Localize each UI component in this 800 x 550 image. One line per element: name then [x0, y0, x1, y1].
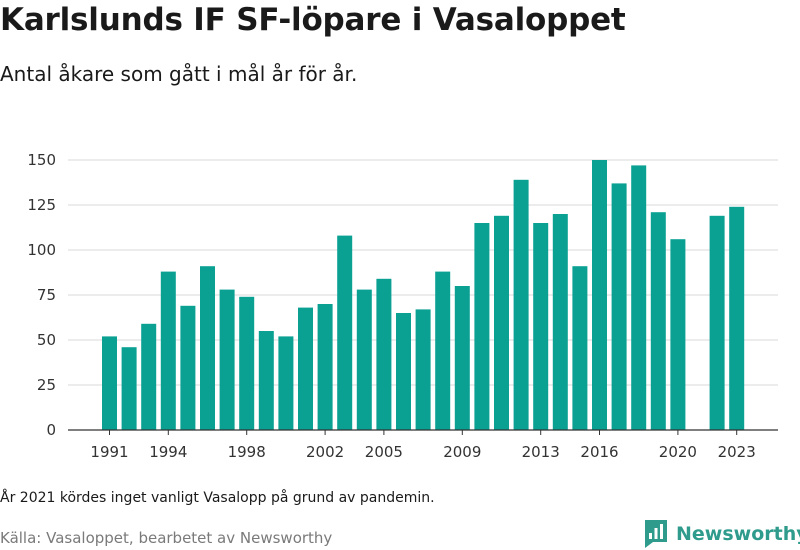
x-tick-label: 2023	[718, 443, 756, 461]
bar-chart: 0 25 50 75 100 125 150 1991 1994 1998 2002 2005 200…	[27, 151, 778, 461]
brand-name: Newsworthy	[676, 523, 800, 545]
bar-2011	[494, 215, 509, 430]
bar-1993	[141, 323, 157, 430]
x-tick-label: 2005	[365, 443, 403, 461]
bar-2008	[435, 271, 451, 430]
x-tick-label: 1998	[228, 443, 266, 461]
chart-subtitle: Antal åkare som gått i mål år för år.	[0, 62, 358, 86]
bar-2003	[337, 235, 353, 430]
bar-2014	[552, 214, 568, 430]
bar-2023	[729, 206, 745, 430]
brand-logo: Newsworthy	[644, 519, 800, 549]
bar-2022	[709, 215, 725, 430]
bar-1991	[102, 336, 117, 430]
bar-2019	[650, 212, 666, 430]
x-tick-label: 2016	[580, 443, 618, 461]
y-tick-labels: 0 25 50 75 100 125 150	[27, 151, 56, 439]
bar-2001	[298, 307, 313, 430]
y-tick-label: 125	[27, 196, 56, 214]
y-tick-label: 150	[27, 151, 56, 169]
source-credit: Källa: Vasaloppet, bearbetet av Newswort…	[0, 529, 333, 547]
bar-2017	[611, 183, 627, 430]
bar-1994	[160, 271, 176, 430]
bar-1995	[180, 305, 196, 430]
bar-2015	[572, 266, 588, 430]
x-tick-label: 2009	[443, 443, 481, 461]
bar-2005	[376, 278, 392, 430]
x-tick-label: 1994	[149, 443, 187, 461]
newsworthy-logo-icon	[645, 520, 667, 548]
bar-2013	[533, 223, 549, 430]
bar-2004	[356, 289, 372, 430]
y-tick-label: 50	[37, 331, 56, 349]
chart-title: Karlslunds IF SF-löpare i Vasaloppet	[0, 2, 626, 38]
x-tick-labels: 1991 1994 1998 2002 2005 2009 2013 2016 2020 2023	[90, 443, 755, 461]
bar-1996	[200, 266, 215, 430]
x-tick-label: 2002	[306, 443, 344, 461]
y-tick-label: 25	[37, 376, 56, 394]
bar-2000	[278, 336, 294, 430]
y-tick-label: 100	[27, 241, 56, 259]
bar-2002	[317, 304, 333, 430]
bars	[102, 160, 745, 430]
bar-1997	[219, 289, 235, 430]
bar-2006	[396, 313, 411, 430]
bar-2007	[415, 309, 431, 430]
bar-2016	[592, 160, 607, 430]
y-tick-label: 75	[37, 286, 56, 304]
footnote: År 2021 kördes inget vanligt Vasalopp på…	[0, 490, 435, 506]
bar-2020	[670, 239, 686, 430]
bar-2012	[513, 179, 529, 430]
y-tick-label: 0	[46, 421, 56, 439]
bar-1998	[239, 296, 255, 430]
bar-2018	[631, 165, 647, 430]
x-tick-label: 2013	[522, 443, 560, 461]
bar-1992	[121, 347, 137, 430]
axes	[68, 429, 778, 435]
bar-1999	[258, 331, 274, 430]
x-tick-label: 2020	[659, 443, 697, 461]
bar-2009	[454, 286, 470, 430]
bar-2010	[474, 223, 490, 430]
x-tick-label: 1991	[90, 443, 128, 461]
